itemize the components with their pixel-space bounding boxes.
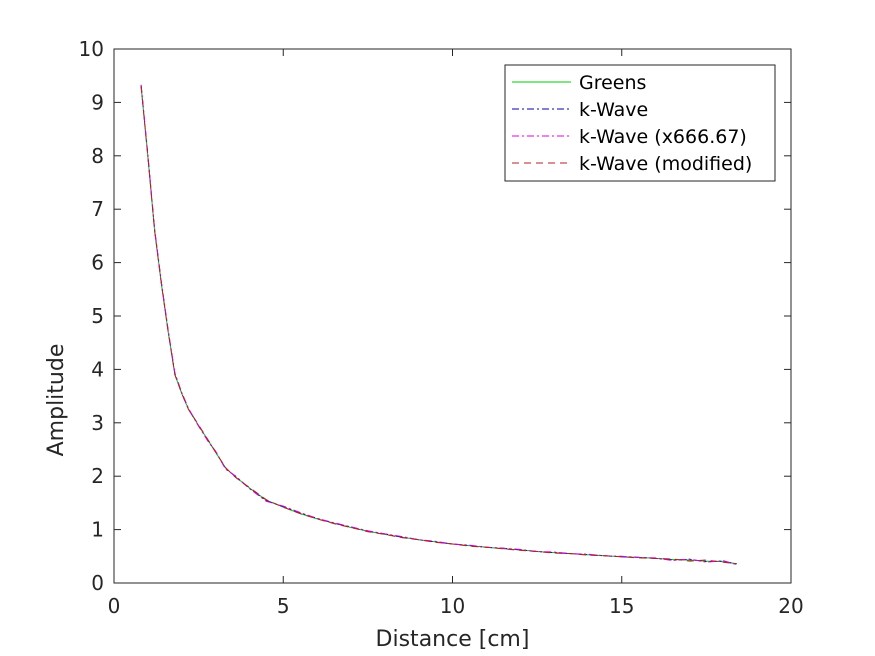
x-tick-label-4: 20 [778,594,803,618]
y-tick-label-3: 3 [91,411,104,435]
tick-layer: 0 5 10 15 20 0 1 2 3 4 5 6 7 8 9 10 [79,37,804,618]
legend-box [504,64,776,182]
y-tick-label-8: 8 [91,144,104,168]
legend-items: Greens k-Wave k-Wave (x666.67) k-Wave (modi… [512,72,752,175]
x-axis-label: Distance [cm] [376,627,530,652]
y-tick-label-4: 4 [91,357,104,381]
y-tick-label-1: 1 [91,518,104,542]
y-tick-label-7: 7 [91,197,104,221]
series-layer [140,84,737,566]
legend: Greens k-Wave k-Wave (x666.67) k-Wave (modi… [504,64,776,182]
x-tick-label-3: 15 [609,594,634,618]
y-tick-label-9: 9 [91,90,104,114]
legend-label-2: k-Wave (x666.67) [579,126,747,148]
y-axis-label: Amplitude [44,344,69,457]
x-tick-label-0: 0 [108,594,121,618]
y-tick-label-6: 6 [91,251,104,275]
x-tick-label-2: 10 [440,594,465,618]
legend-label-1: k-Wave [579,99,648,121]
legend-label-0: Greens [579,72,646,94]
y-tick-label-2: 2 [91,464,104,488]
legend-label-3: k-Wave (modified) [579,153,752,175]
y-tick-label-5: 5 [91,304,104,328]
series-line-3 [140,86,737,565]
x-tick-label-1: 5 [277,594,290,618]
y-tick-label-10: 10 [79,37,104,61]
y-tick-label-0: 0 [91,571,104,595]
